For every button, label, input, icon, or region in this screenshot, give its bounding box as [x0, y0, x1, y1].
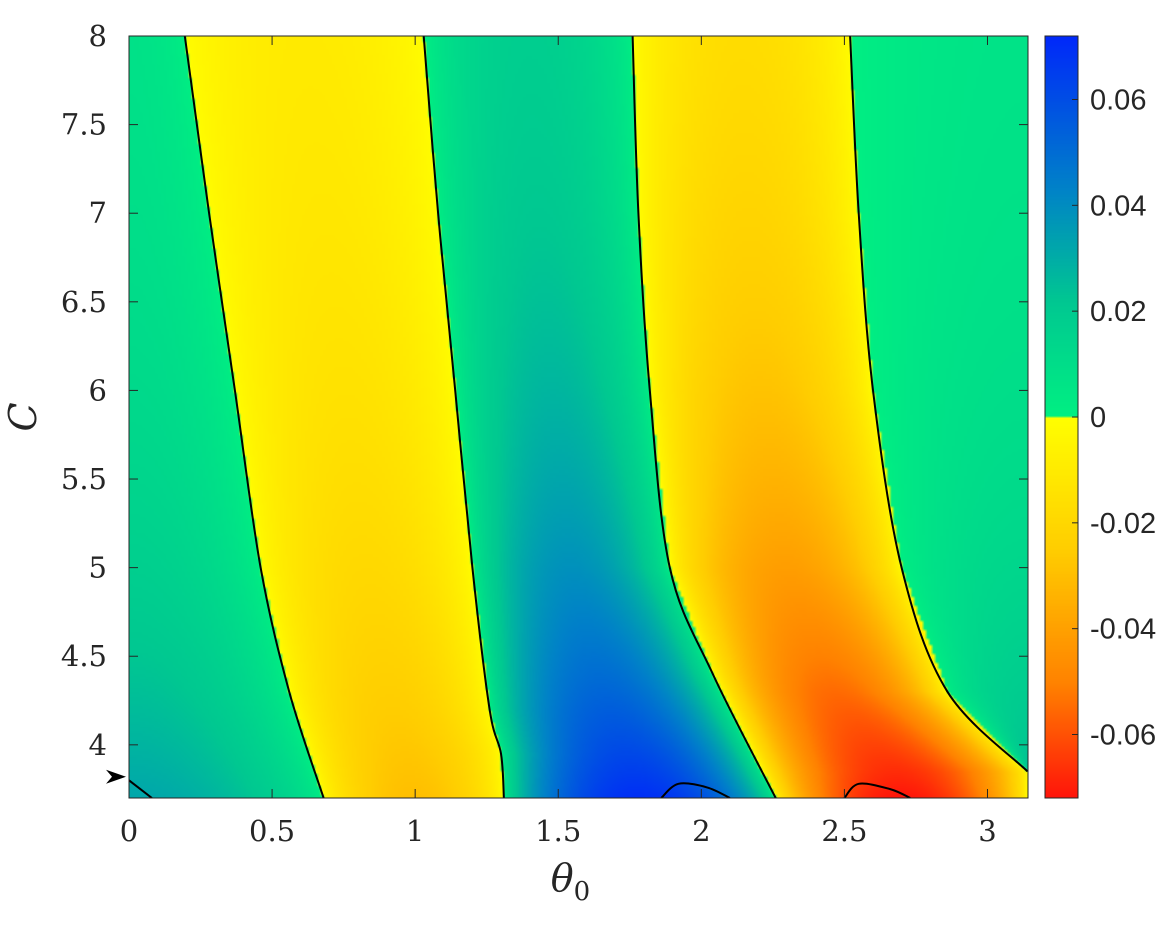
y-tick-label: 5.5 — [61, 462, 107, 496]
x-tick-label: 1.5 — [535, 814, 581, 848]
colorbar-ticks: 0.06 0.04 0.02 0 -0.02 -0.04 -0.06 — [1072, 85, 1156, 752]
colorbar-tick-label: 0.06 — [1090, 85, 1146, 117]
y-tick-label: 7.5 — [61, 108, 107, 142]
zero-contours — [129, 36, 1028, 798]
colorbar-tick-label: -0.04 — [1090, 614, 1156, 646]
x-tick-label: 0 — [120, 814, 138, 848]
zero-contour-6 — [660, 782, 731, 798]
x-tick-label: 3 — [978, 814, 996, 848]
colorbar-tick-label: -0.02 — [1090, 508, 1156, 540]
y-tick-label: 6.5 — [61, 285, 107, 319]
zero-contour-3 — [631, 36, 777, 798]
x-axis: 0 0.5 1 1.5 2 2.5 3 — [120, 36, 997, 848]
arrow-marker — [106, 769, 126, 784]
x-tick-label: 2 — [692, 814, 710, 848]
y-tick-label: 6 — [89, 373, 107, 407]
y-tick-label: 4.5 — [61, 639, 107, 673]
y-tick-label: 5 — [89, 551, 107, 585]
y-axis: 4 4.5 5 5.5 6 6.5 7 7.5 8 — [61, 19, 1028, 762]
x-tick-label: 0.5 — [249, 814, 295, 848]
plot-area — [128, 35, 1029, 799]
colorbar-tick-label: 0.02 — [1090, 296, 1146, 328]
zero-contour-5 — [129, 779, 153, 798]
colorbar-tick-label: -0.06 — [1090, 720, 1156, 752]
x-tick-label: 1 — [406, 814, 424, 848]
zero-contour-7 — [843, 782, 911, 798]
zero-contour-1 — [183, 36, 325, 798]
zero-contour-2 — [422, 36, 505, 798]
zero-contour-4 — [849, 36, 1028, 773]
x-axis-title: θ0 — [551, 856, 590, 907]
y-tick-label: 4 — [89, 728, 107, 762]
colorbar-tick-label: 0 — [1090, 402, 1106, 434]
heatmap-field — [129, 36, 1028, 798]
y-tick-label: 8 — [89, 19, 107, 53]
y-axis-title: C — [1, 402, 45, 431]
x-tick-label: 2.5 — [821, 814, 867, 848]
y-tick-label: 7 — [89, 196, 107, 230]
plot-frame — [128, 35, 1029, 799]
colorbar-tick-label: 0.04 — [1090, 190, 1146, 222]
